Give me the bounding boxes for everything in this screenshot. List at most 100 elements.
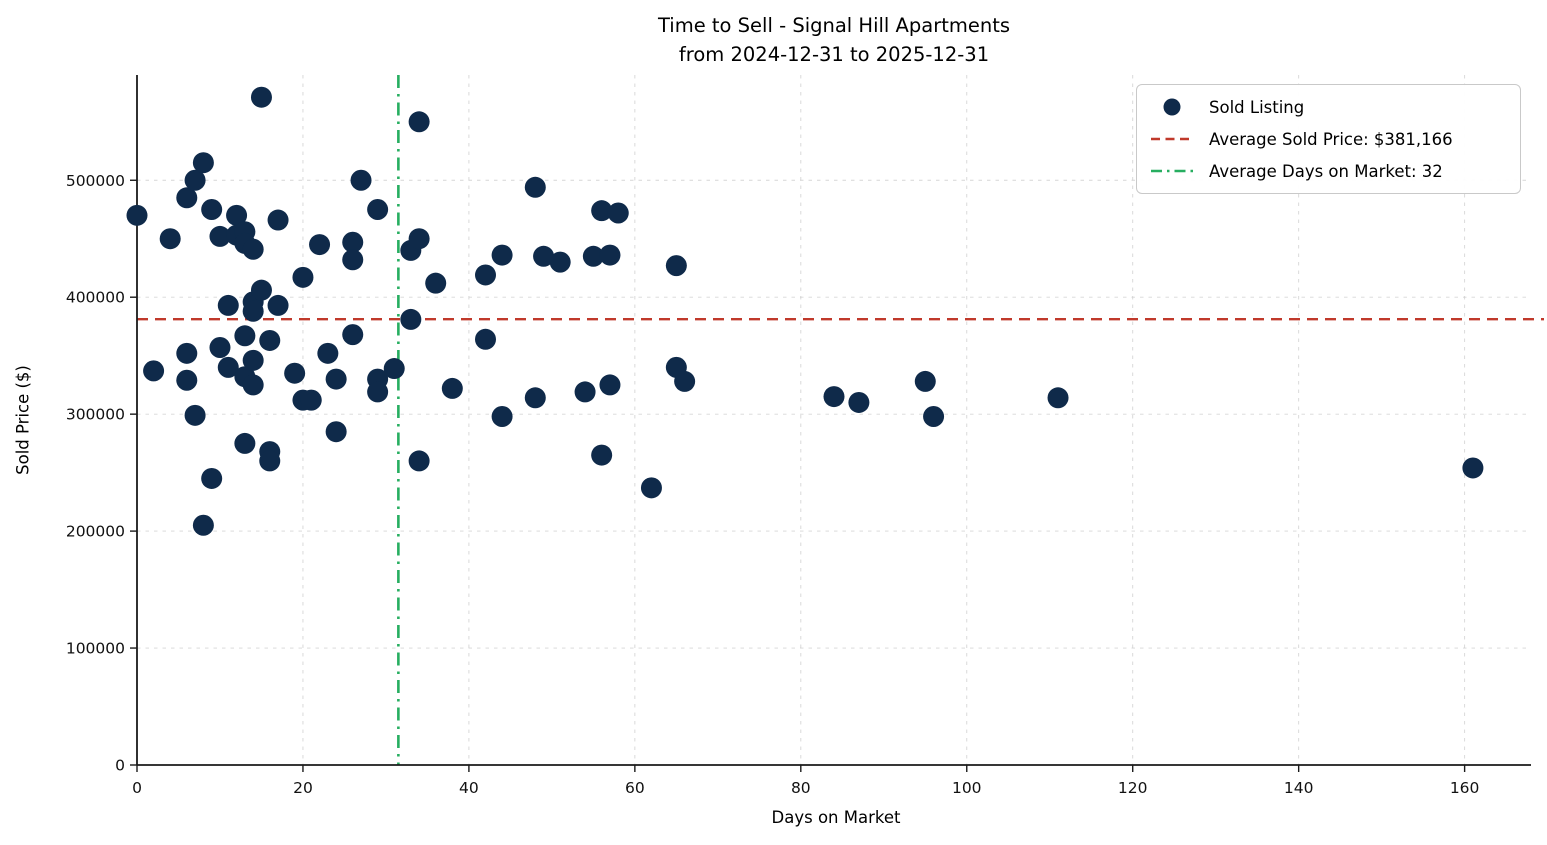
scatter-point [242,374,264,396]
x-tick-label: 160 [1450,779,1480,797]
scatter-point [367,381,389,403]
legend-label: Average Sold Price: $381,166 [1209,129,1453,149]
scatter-point [284,362,306,384]
scatter-point [923,405,945,427]
legend-item-average-days-on-market: Average Days on Market: 32 [1149,158,1508,184]
scatter-point [226,204,248,226]
scatter-point [176,187,198,209]
scatter-point [143,360,165,382]
scatter-point [367,198,389,220]
scatter-point [217,356,239,378]
x-axis-label: Days on Market [771,808,901,827]
y-tick-label: 400000 [66,289,125,307]
scatter-point [524,176,546,198]
scatter-point [408,450,430,472]
red-dashed-line-icon [1151,137,1193,141]
chart-title-line1: Time to Sell - Signal Hill Apartments [657,14,1011,37]
scatter-point [848,391,870,413]
x-tick-label: 80 [791,779,811,797]
scatter-point [591,444,613,466]
scatter-point [475,264,496,286]
scatter-point [192,152,214,174]
scatter-point [533,245,555,267]
scatter-point [408,228,430,250]
scatter-point [184,169,206,191]
scatter-point [259,450,281,472]
scatter-point [665,255,687,277]
scatter-point [640,477,662,499]
scatter-point [574,381,596,403]
scatter-point [300,389,322,411]
scatter-point [192,514,214,536]
scatter-point [400,308,422,330]
scatter-point [491,244,513,266]
y-axis-label: Sold Price ($) [13,365,33,475]
scatter-point [1462,457,1484,479]
scatter-point [317,342,339,364]
scatter-point [425,272,447,294]
scatter-point [350,169,372,191]
scatter-point [491,405,513,427]
scatter-point [325,421,347,443]
scatter-point [823,386,845,408]
x-tick-label: 100 [952,779,982,797]
y-tick-label: 200000 [66,523,125,541]
scatter-point [292,266,314,288]
scatter-point [201,198,223,220]
y-tick-label: 500000 [66,172,125,190]
scatter-point [342,231,364,253]
scatter-point [1047,387,1069,409]
y-tick-label: 0 [115,757,125,775]
scatter-point [217,294,239,316]
scatter-point [267,209,289,231]
scatter-point [582,245,604,267]
scatter-point [524,387,546,409]
legend-label: Sold Listing [1209,97,1305,117]
x-tick-label: 60 [625,779,645,797]
legend: Sold Listing Average Sold Price: $381,16… [1136,84,1521,194]
scatter-point [914,370,936,392]
scatter-point [250,86,272,108]
scatter-point [242,349,264,371]
scatter-point [201,467,223,489]
x-tick-label: 0 [132,779,142,797]
scatter-point [309,234,331,256]
y-tick-label: 100000 [66,640,125,658]
chart-title: Time to Sell - Signal Hill Apartments fr… [658,11,1010,69]
x-tick-label: 120 [1118,779,1148,797]
legend-label: Average Days on Market: 32 [1209,161,1443,181]
scatter-point [441,377,463,399]
scatter-point [126,204,148,226]
scatter-point [234,325,256,347]
scatter-point [267,294,289,316]
chart-title-line2: from 2024-12-31 to 2025-12-31 [678,43,990,66]
scatter-point [209,225,231,247]
scatter-point [475,328,496,350]
scatter-point [259,329,281,351]
scatter-point [383,358,405,380]
scatter-point [325,368,347,390]
green-dashdot-line-icon [1151,169,1193,173]
scatter-point [242,238,264,260]
scatter-point [599,244,621,266]
scatter-point [599,374,621,396]
scatter-point [408,111,430,133]
x-tick-label: 40 [459,779,479,797]
scatter-point [549,251,571,273]
scatter-point [184,404,206,426]
legend-item-average-sold-price: Average Sold Price: $381,166 [1149,126,1508,152]
legend-item-sold-listing: Sold Listing [1149,94,1508,120]
sold-listing-marker-icon [1163,98,1181,116]
scatter-point [591,200,613,222]
scatter-point [176,369,198,391]
scatter-point [674,370,696,392]
scatter-point [159,228,181,250]
scatter-point [250,279,272,301]
scatter-point [234,432,256,454]
scatter-point [342,249,364,271]
x-tick-label: 20 [293,779,313,797]
x-tick-label: 140 [1284,779,1314,797]
scatter-point [176,342,198,364]
